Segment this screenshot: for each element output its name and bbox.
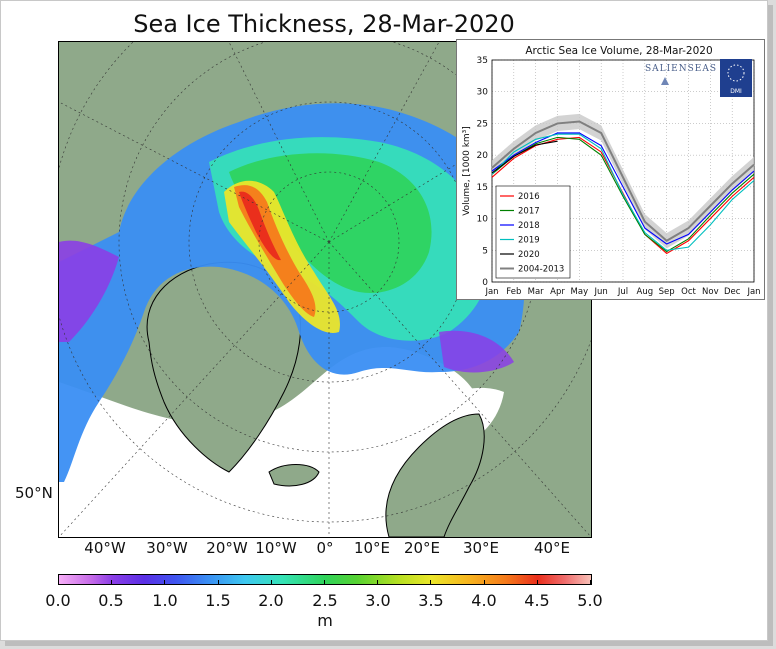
scandinavia [385, 413, 485, 537]
colorbar-unit: m [317, 611, 333, 630]
y-tick-label: 25 [477, 119, 488, 129]
x-tick-label: Nov [702, 287, 719, 297]
series-line [491, 132, 755, 245]
legend-label: 2020 [518, 250, 540, 260]
x-tick-label: Aug [637, 287, 654, 297]
y-tick-label: 0 [482, 278, 488, 288]
series-line [491, 140, 558, 174]
x-tick-label: Dec [724, 287, 741, 297]
lon-label: 40°E [533, 539, 571, 557]
y-tick-label: 15 [477, 183, 488, 193]
series-line [491, 133, 755, 251]
colorbar-tick-label: 3.5 [418, 591, 444, 610]
lon-label: 40°W [84, 539, 126, 557]
lon-label: 20°E [403, 539, 441, 557]
x-tick-label: Jan [746, 287, 760, 297]
x-tick-label: Oct [681, 287, 696, 297]
ice-2-5m-zone [229, 153, 432, 293]
legend-label: 2018 [518, 221, 540, 231]
x-tick-label: Mar [528, 287, 545, 297]
series-line [491, 120, 755, 242]
colorbar-tick [270, 580, 272, 585]
colorbar-tick [58, 580, 59, 585]
colorbar-tick [164, 580, 166, 585]
ice-thin-barents [439, 330, 514, 373]
colorbar-tick-label: 4.0 [471, 591, 497, 610]
dmi-badge-stars-icon [727, 64, 745, 82]
x-tick-label: Feb [506, 287, 521, 297]
inset-title: Arctic Sea Ice Volume, 28-Mar-2020 [525, 45, 712, 57]
lon-label: 30°E [462, 539, 500, 557]
series-band [492, 113, 754, 249]
lon-label: 0° [316, 539, 334, 557]
colorbar-tick [483, 580, 485, 585]
colorbar-tick [111, 580, 113, 585]
map-title: Sea Ice Thickness, 28-Mar-2020 [133, 10, 515, 38]
x-tick-label: Jun [594, 287, 608, 297]
salienseas-logo-text: SALIENSEAS [645, 64, 717, 74]
y-tick-label: 35 [477, 56, 488, 66]
x-tick-label: Sep [659, 287, 675, 297]
colorbar-tick [536, 580, 538, 585]
y-tick-label: 5 [482, 246, 488, 256]
colorbar-tick-label: 1.5 [205, 591, 231, 610]
salienseas-logo-icon [661, 77, 669, 85]
x-tick-label: Jan [484, 287, 498, 297]
ice-thin-baffin [59, 240, 119, 342]
series-line [491, 136, 755, 253]
ice-4-5m-zone [239, 191, 281, 261]
open-water [59, 347, 483, 537]
lon-label: 10°E [353, 539, 391, 557]
colorbar-tick-label: 2.5 [312, 591, 338, 610]
colorbar-tick-label: 4.5 [524, 591, 550, 610]
volume-inset-chart: Arctic Sea Ice Volume, 28-Mar-2020 0 5 10 1… [456, 39, 765, 300]
dmi-badge-text: DMI [730, 88, 742, 95]
lon-label: 30°W [146, 539, 188, 557]
y-tick-label: 10 [477, 215, 489, 225]
colorbar-tick-label: 2.0 [258, 591, 284, 610]
colorbar-tick-label: 3.0 [365, 591, 391, 610]
colorbar-tick [377, 580, 379, 585]
colorbar-tick-label: 1.0 [152, 591, 178, 610]
y-axis-label: Volume, [1000 km³] [462, 126, 472, 216]
colorbar-tick [324, 580, 325, 585]
iceland [268, 464, 320, 487]
y-tick-label: 20 [477, 151, 489, 161]
x-tick-label: May [571, 287, 589, 297]
legend-label: 2016 [518, 192, 540, 202]
legend-label: 2017 [518, 207, 540, 217]
colorbar-tick [590, 580, 591, 585]
dmi-badge [720, 59, 752, 97]
x-tick-label: Jul [617, 287, 628, 297]
x-tick-label: Apr [550, 287, 565, 297]
colorbar-tick [217, 580, 219, 585]
legend-label: 2004-2013 [518, 265, 564, 275]
legend-box [495, 185, 571, 279]
colorbar-tick-label: 0.0 [45, 591, 71, 610]
figure-frame: Sea Ice Thickness, 28-Mar-2020 [0, 0, 768, 641]
lon-label: 10°W [255, 539, 297, 557]
volume-chart-canvas: Arctic Sea Ice Volume, 28-Mar-2020 0 5 10 1… [462, 45, 761, 297]
y-tick-label: 30 [477, 88, 489, 98]
thickness-colorbar [58, 574, 592, 585]
map-canvas [59, 42, 591, 537]
legend-label: 2019 [518, 236, 540, 246]
colorbar-tick-label: 5.0 [577, 591, 603, 610]
colorbar-tick-label: 0.5 [98, 591, 124, 610]
colorbar-tick [430, 580, 432, 585]
lon-label: 20°W [206, 539, 248, 557]
lat-label-50n: 50°N [15, 484, 53, 502]
